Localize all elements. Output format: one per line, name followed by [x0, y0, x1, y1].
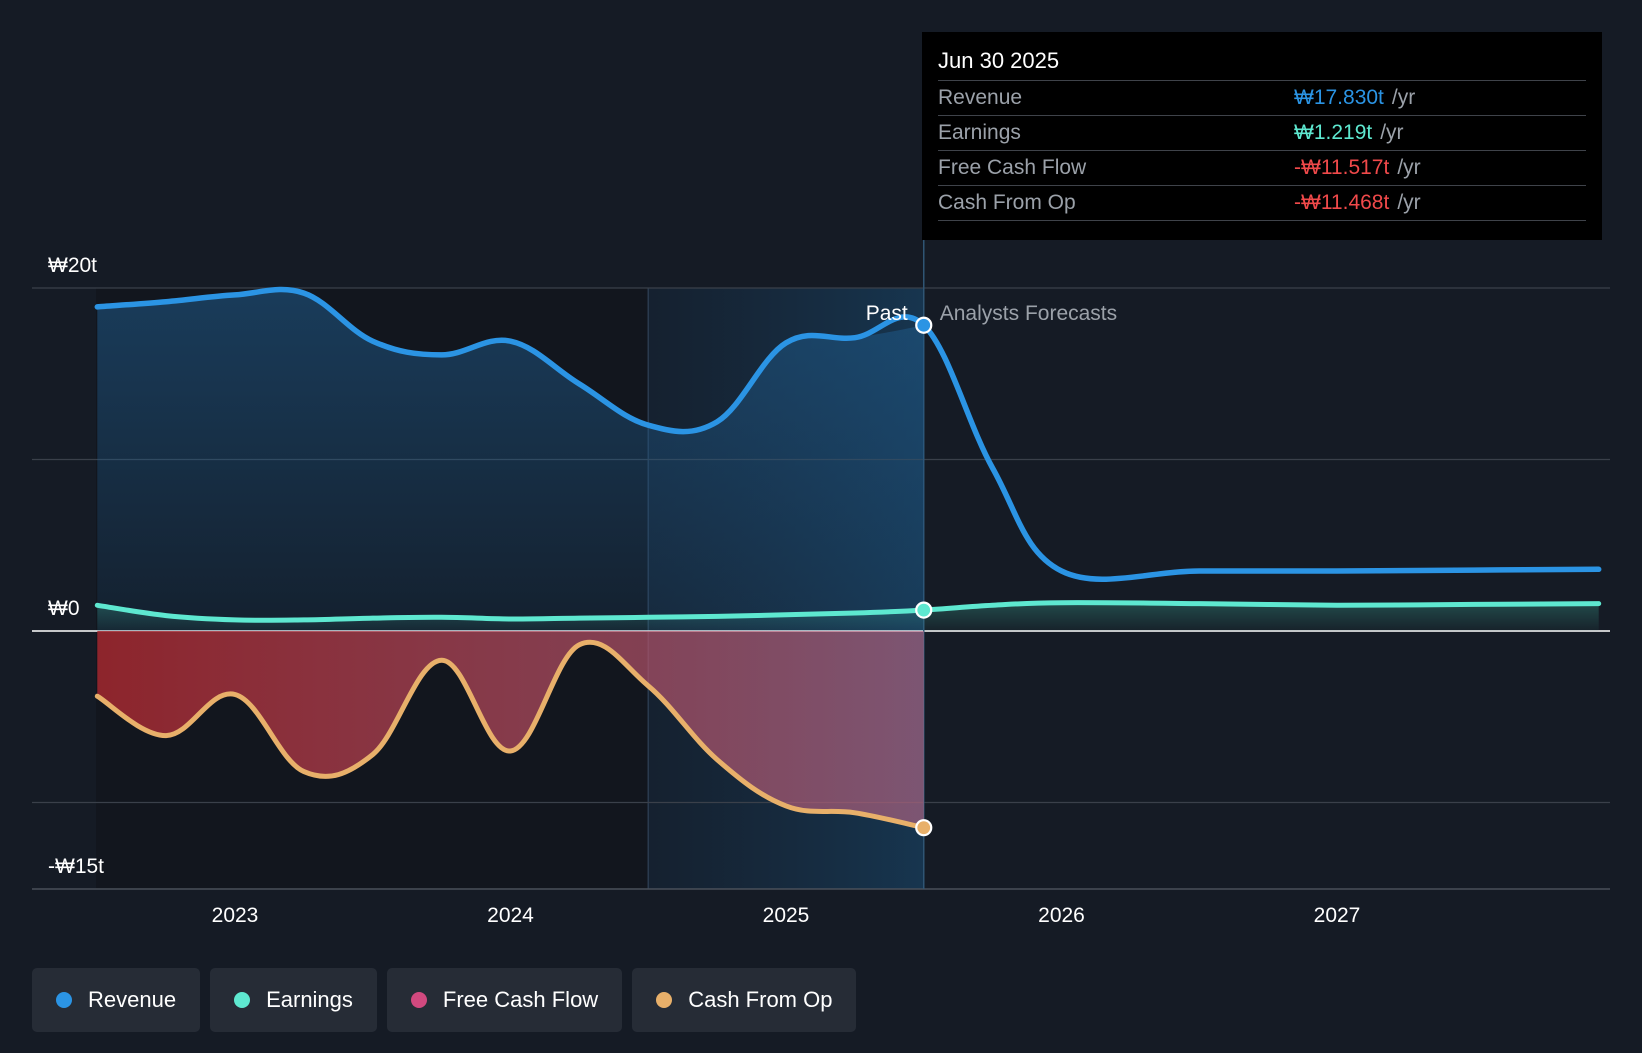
tooltip-row-label: Earnings: [938, 121, 1021, 144]
tooltip-date: Jun 30 2025: [938, 46, 1586, 81]
tooltip-row-value: ₩17.830t: [1294, 86, 1384, 109]
tooltip-row-label: Revenue: [938, 86, 1023, 109]
tooltip-rows: Revenue ₩17.830t/yr Earnings ₩1.219t/yr Free…: [938, 81, 1586, 221]
legend-item-cash-from-op[interactable]: Cash From Op: [632, 968, 857, 1032]
x-tick-label: 2025: [763, 904, 810, 927]
tooltip-row: Cash From Op -₩11.468t/yr: [938, 186, 1586, 221]
x-tick-label: 2023: [212, 904, 259, 927]
revenue-area: [97, 289, 924, 631]
cash-from-op-line: [94, 639, 927, 831]
earnings-area: [97, 602, 1599, 631]
revenue-point: [915, 316, 933, 334]
y-tick-label: ₩20t: [48, 254, 97, 277]
earnings-point: [915, 601, 933, 619]
legend-label: Earnings: [266, 987, 353, 1012]
x-tick-label: 2024: [487, 904, 534, 927]
legend-item-revenue[interactable]: Revenue: [32, 968, 201, 1032]
cash-from-op-point: [915, 819, 933, 837]
tooltip-row-value: -₩11.517t: [1294, 156, 1390, 179]
tooltip-row-unit: /yr: [1380, 121, 1404, 144]
legend-item-earnings[interactable]: Earnings: [210, 968, 377, 1032]
tooltip-row-value: ₩1.219t: [1294, 121, 1373, 144]
tooltip-row: Free Cash Flow -₩11.517t/yr: [938, 151, 1586, 186]
forecast-label: Analysts Forecasts: [940, 302, 1117, 325]
legend-dot-icon: [656, 992, 673, 1008]
tooltip-row-label: Cash From Op: [938, 191, 1076, 214]
legend-dot-icon: [234, 992, 251, 1008]
tooltip-row-unit: /yr: [1397, 156, 1421, 179]
y-tick-label: ₩0: [48, 597, 80, 620]
tooltip-panel: Jun 30 2025 Revenue ₩17.830t/yr Earnings ₩1…: [922, 32, 1602, 240]
legend-dot-icon: [410, 992, 427, 1008]
tooltip-row-value: -₩11.468t: [1294, 191, 1390, 214]
legend-label: Free Cash Flow: [442, 987, 599, 1012]
past-label: Past: [866, 302, 908, 325]
legend-item-free-cash-flow[interactable]: Free Cash Flow: [386, 968, 623, 1032]
x-tick-label: 2027: [1314, 904, 1361, 927]
tooltip-row-unit: /yr: [1391, 86, 1416, 109]
earnings-line: [94, 600, 1602, 623]
legend-label: Revenue: [88, 987, 177, 1012]
cash-from-op-area: [97, 631, 924, 828]
revenue-line: [94, 286, 1602, 582]
legend: Revenue Earnings Free Cash Flow Cash From O…: [32, 968, 857, 1032]
tooltip-row-unit: /yr: [1397, 191, 1421, 214]
legend-dot-icon: [56, 992, 72, 1008]
tooltip-row-label: Free Cash Flow: [938, 156, 1087, 179]
tooltip-row: Earnings ₩1.219t/yr: [938, 116, 1586, 151]
tooltip-row: Revenue ₩17.830t/yr: [938, 81, 1586, 116]
y-tick-label: -₩15t: [48, 855, 104, 878]
legend-label: Cash From Op: [688, 987, 833, 1012]
x-tick-label: 2026: [1038, 904, 1085, 927]
